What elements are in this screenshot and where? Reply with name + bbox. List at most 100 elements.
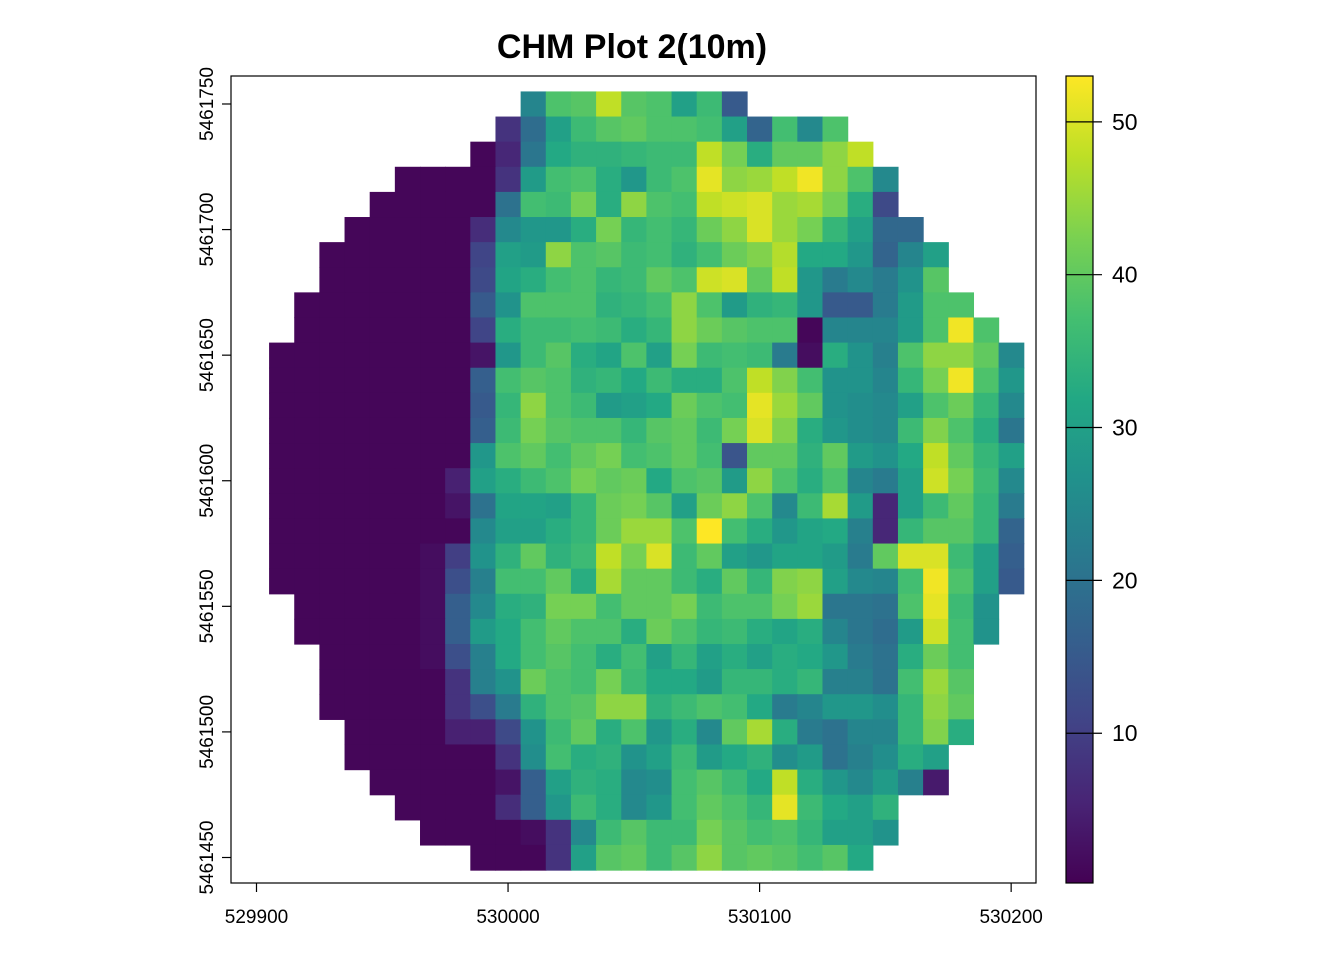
raster-cell xyxy=(545,518,572,545)
raster-cell xyxy=(671,417,698,444)
raster-cell xyxy=(621,191,647,218)
raster-cell xyxy=(822,543,849,570)
raster-cell xyxy=(948,669,975,695)
raster-cell xyxy=(344,543,371,570)
raster-cell xyxy=(721,468,748,494)
raster-cell xyxy=(369,342,396,369)
raster-cell xyxy=(822,242,849,268)
raster-cell xyxy=(671,568,698,595)
raster-cell xyxy=(445,794,471,821)
raster-cell xyxy=(344,669,371,695)
raster-cell xyxy=(696,292,723,319)
raster-cell xyxy=(923,669,949,695)
raster-cell xyxy=(445,267,471,293)
raster-cell xyxy=(344,417,371,444)
raster-cell xyxy=(721,543,748,570)
y-tick-label: 5461450 xyxy=(197,821,218,895)
raster-cell xyxy=(570,669,597,695)
raster-cell xyxy=(570,417,597,444)
raster-cell xyxy=(822,593,849,620)
raster-cell xyxy=(872,166,899,193)
raster-cell xyxy=(445,217,471,243)
raster-cell xyxy=(847,443,874,469)
raster-cell xyxy=(671,719,698,746)
raster-cell xyxy=(872,367,899,394)
raster-cell xyxy=(721,719,748,746)
raster-cell xyxy=(470,166,497,193)
raster-cell xyxy=(847,794,874,821)
raster-cell xyxy=(495,543,522,570)
raster-cell xyxy=(621,166,647,193)
raster-cell xyxy=(394,367,421,394)
colorbar-tick-label: 30 xyxy=(1112,415,1138,441)
raster-cell xyxy=(696,618,723,645)
raster-cell xyxy=(394,166,421,193)
raster-cell xyxy=(797,242,824,268)
raster-cell xyxy=(923,242,949,268)
raster-cell xyxy=(319,644,346,670)
raster-cell xyxy=(646,392,673,419)
raster-cell xyxy=(394,267,421,293)
raster-cell xyxy=(394,644,421,670)
raster-cell xyxy=(445,468,471,494)
raster-cell xyxy=(344,443,371,469)
raster-cell xyxy=(772,292,798,319)
raster-cell xyxy=(998,417,1025,444)
raster-cell xyxy=(495,493,522,520)
raster-cell xyxy=(445,593,471,620)
raster-cell xyxy=(294,543,320,570)
raster-cell xyxy=(822,518,849,545)
raster-cell xyxy=(269,568,295,595)
raster-cell xyxy=(646,292,673,319)
raster-cell xyxy=(495,342,522,369)
raster-cell xyxy=(973,493,1000,520)
raster-cell xyxy=(772,367,798,394)
raster-cell xyxy=(394,744,421,771)
raster-cell xyxy=(596,317,622,344)
raster-cell xyxy=(520,367,547,394)
raster-cell xyxy=(369,191,396,218)
raster-cell xyxy=(772,694,798,720)
raster-cell xyxy=(545,443,572,469)
raster-cell xyxy=(696,669,723,695)
raster-cell xyxy=(621,468,647,494)
raster-cell xyxy=(897,367,924,394)
raster-cell xyxy=(470,191,497,218)
raster-cell xyxy=(420,794,446,821)
raster-cell xyxy=(948,493,975,520)
raster-cell xyxy=(646,468,673,494)
raster-cell xyxy=(998,443,1025,469)
raster-cell xyxy=(948,694,975,720)
raster-cell xyxy=(470,242,497,268)
y-tick-label: 5461650 xyxy=(197,318,218,392)
raster-cell xyxy=(394,618,421,645)
raster-cell xyxy=(973,417,1000,444)
raster-cell xyxy=(696,644,723,670)
raster-cell xyxy=(923,719,949,746)
raster-cell xyxy=(772,342,798,369)
raster-cell xyxy=(772,317,798,344)
raster-cell xyxy=(671,593,698,620)
raster-cell xyxy=(621,342,647,369)
raster-cell xyxy=(545,568,572,595)
raster-cell xyxy=(445,191,471,218)
raster-cell xyxy=(897,744,924,771)
raster-cell xyxy=(369,417,396,444)
raster-cell xyxy=(369,618,396,645)
raster-cell xyxy=(797,543,824,570)
raster-cell xyxy=(470,719,497,746)
raster-cell xyxy=(445,392,471,419)
raster-cell xyxy=(721,417,748,444)
raster-cell xyxy=(948,618,975,645)
raster-cell xyxy=(772,719,798,746)
raster-cell xyxy=(596,769,622,796)
raster-cell xyxy=(596,116,622,143)
raster-cell xyxy=(394,568,421,595)
raster-cell xyxy=(897,292,924,319)
raster-cell xyxy=(772,443,798,469)
raster-cell xyxy=(671,669,698,695)
raster-cell xyxy=(470,392,497,419)
raster-cell xyxy=(545,191,572,218)
raster-cell xyxy=(696,342,723,369)
raster-cell xyxy=(747,593,773,620)
